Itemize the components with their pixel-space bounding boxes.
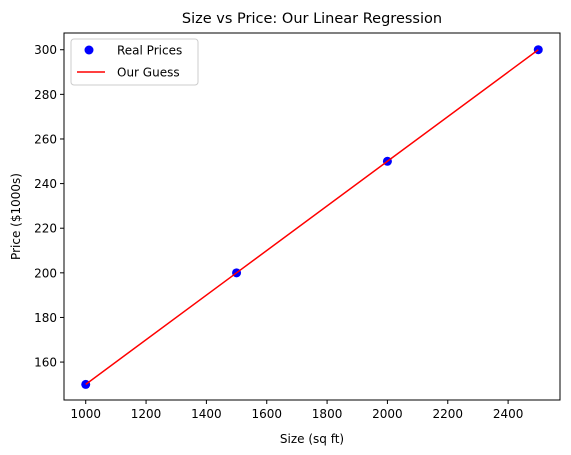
guess-line [85,49,539,385]
x-tick-label: 1200 [131,407,162,421]
x-axis-label: Size (sq ft) [280,432,344,446]
y-tick-label: 160 [34,356,57,370]
x-axis: 1000 1200 1400 1600 1800 2000 2200 2400 [70,400,523,421]
series-layer [81,45,543,389]
x-tick-label: 2000 [372,407,403,421]
chart-title: Size vs Price: Our Linear Regression [182,11,442,27]
y-tick-label: 220 [34,222,57,236]
x-tick-label: 1600 [251,407,282,421]
legend-label: Real Prices [117,44,182,58]
legend-marker-real-prices [84,45,94,55]
y-tick-label: 180 [34,311,57,325]
y-axis: 160 180 200 220 240 260 280 300 [34,43,64,370]
y-tick-label: 240 [34,177,57,191]
y-tick-label: 280 [34,88,57,102]
y-tick-label: 300 [34,43,57,57]
legend-box [70,38,199,86]
x-tick-label: 1800 [312,407,343,421]
y-tick-label: 260 [34,132,57,146]
x-tick-label: 2200 [432,407,463,421]
y-axis-label: Price ($1000s) [9,173,23,260]
plot-area [63,32,561,401]
x-tick-label: 1400 [191,407,222,421]
legend-label: Our Guess [117,66,180,80]
y-tick-label: 200 [34,266,57,280]
x-tick-label: 1000 [70,407,101,421]
legend: Real Prices Our Guess [70,38,199,86]
x-tick-label: 2400 [493,407,524,421]
